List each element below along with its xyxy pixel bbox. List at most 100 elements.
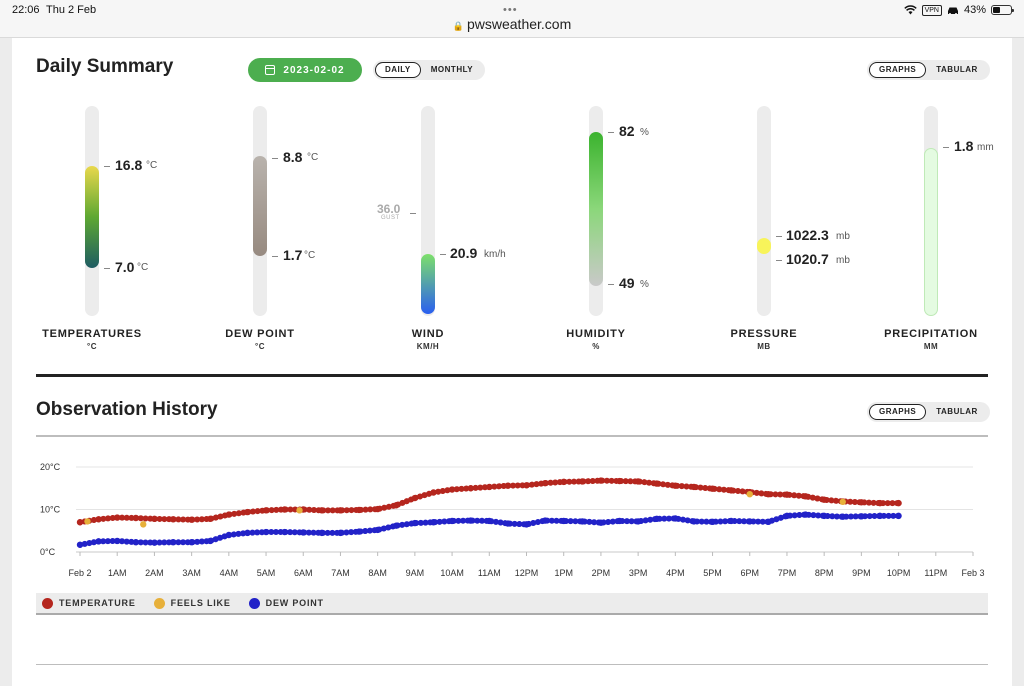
dew-point-point[interactable] <box>709 518 716 526</box>
dew-point-point[interactable] <box>523 521 530 528</box>
dew-point-point[interactable] <box>783 512 791 520</box>
temperature-point[interactable] <box>374 505 381 513</box>
dew-point-point[interactable] <box>820 512 828 520</box>
dew-point-point[interactable] <box>318 529 326 537</box>
dew-point-point[interactable] <box>616 517 623 525</box>
legend-dew-point[interactable]: DEW POINT <box>248 597 324 609</box>
temperature-point[interactable] <box>188 516 195 523</box>
temperature-point[interactable] <box>523 482 530 489</box>
temperature-point[interactable] <box>653 480 660 487</box>
dew-point-point[interactable] <box>802 511 809 518</box>
temperature-point[interactable] <box>318 507 326 514</box>
feels-like-point[interactable] <box>839 498 846 506</box>
temperature-point[interactable] <box>169 516 177 523</box>
temperature-point[interactable] <box>765 491 772 498</box>
observation-chart[interactable]: 0°C 10°C 20°C Feb 2 1AM 2AM 3AM 4AM 5AM 6AM 7AM 8A… <box>12 440 1012 590</box>
dew-point-point[interactable] <box>448 517 456 525</box>
temperature-point[interactable] <box>895 499 902 507</box>
dew-point-point[interactable] <box>430 519 437 526</box>
temperature-point[interactable] <box>225 511 233 518</box>
temperature-point[interactable] <box>430 489 437 496</box>
daily-tab[interactable]: DAILY <box>375 62 421 78</box>
temperature-point[interactable] <box>132 514 140 522</box>
temperature-point[interactable] <box>411 494 419 502</box>
temperature-point[interactable] <box>393 502 400 509</box>
temperature-point[interactable] <box>579 478 586 485</box>
dew-point-point[interactable] <box>765 518 772 526</box>
dew-point-point[interactable] <box>876 512 884 520</box>
dew-point-point[interactable] <box>393 522 400 529</box>
temperature-point[interactable] <box>541 479 549 487</box>
temperature-point[interactable] <box>244 508 251 516</box>
history-graphs-tab[interactable]: GRAPHS <box>869 404 927 420</box>
dew-point-point[interactable] <box>560 517 567 525</box>
address-bar[interactable]: 🔒 pwsweather.com <box>0 16 1024 32</box>
temperature-point[interactable] <box>467 485 474 492</box>
summary-tabular-tab[interactable]: TABULAR <box>936 65 978 74</box>
temperature-point[interactable] <box>95 516 102 523</box>
temperature-point[interactable] <box>560 478 567 486</box>
dew-point-point[interactable] <box>225 531 233 539</box>
feels-like-point[interactable] <box>84 518 91 525</box>
dew-point-point[interactable] <box>579 518 586 525</box>
dew-point-point[interactable] <box>337 529 344 537</box>
dew-point-point[interactable] <box>374 526 381 534</box>
legend-feels-like[interactable]: FEELS LIKE <box>153 597 231 609</box>
dew-point-point[interactable] <box>690 518 698 525</box>
feels-like-point[interactable] <box>746 491 753 498</box>
temperature-point[interactable] <box>207 515 214 523</box>
legend-temperature[interactable]: TEMPERATURE <box>42 597 136 609</box>
dew-point-point[interactable] <box>132 539 140 546</box>
temperature-point[interactable] <box>858 499 865 506</box>
dew-point-point[interactable] <box>672 515 679 522</box>
temperature-point[interactable] <box>76 519 84 526</box>
temperature-point[interactable] <box>486 483 493 491</box>
temperature-point[interactable] <box>616 477 623 485</box>
dew-point-point[interactable] <box>207 537 214 545</box>
feels-like-point[interactable] <box>140 521 147 528</box>
temperature-point[interactable] <box>690 483 698 491</box>
temperature-point[interactable] <box>783 491 791 498</box>
dew-point-point[interactable] <box>727 517 735 525</box>
history-tabular-tab[interactable]: TABULAR <box>936 407 978 416</box>
feels-like-point[interactable] <box>296 507 303 514</box>
dew-point-point[interactable] <box>262 528 270 536</box>
dew-point-point[interactable] <box>746 518 753 525</box>
dew-point-point[interactable] <box>355 528 363 535</box>
dew-point-point[interactable] <box>504 520 512 527</box>
temperature-point[interactable] <box>820 496 828 503</box>
temperature-point[interactable] <box>672 482 679 489</box>
temperature-point[interactable] <box>262 507 270 514</box>
temperature-point[interactable] <box>597 477 605 484</box>
dew-point-point[interactable] <box>244 529 251 537</box>
dew-point-point[interactable] <box>151 539 158 546</box>
date-picker-button[interactable]: 2023-02-02 <box>248 58 362 82</box>
dew-point-point[interactable] <box>300 529 307 536</box>
dew-point-point[interactable] <box>653 515 660 523</box>
temperature-point[interactable] <box>114 514 121 521</box>
summary-graphs-tab[interactable]: GRAPHS <box>869 62 927 78</box>
dew-point-point[interactable] <box>169 539 177 546</box>
temperature-point[interactable] <box>355 506 363 514</box>
dew-point-point[interactable] <box>634 518 642 525</box>
temperature-point[interactable] <box>151 515 158 523</box>
temperature-point[interactable] <box>448 486 456 493</box>
temperature-point[interactable] <box>802 493 809 500</box>
monthly-tab[interactable]: MONTHLY <box>430 65 474 74</box>
dew-point-point[interactable] <box>895 512 902 520</box>
dew-point-point[interactable] <box>541 517 549 524</box>
dew-point-point[interactable] <box>95 538 102 545</box>
temperature-point[interactable] <box>709 485 716 492</box>
dew-point-point[interactable] <box>597 519 605 526</box>
dew-point-point[interactable] <box>839 513 846 520</box>
temperature-point[interactable] <box>281 506 288 513</box>
dew-point-point[interactable] <box>858 513 865 520</box>
temperature-point[interactable] <box>634 478 642 485</box>
dew-point-point[interactable] <box>467 517 474 524</box>
dew-point-point[interactable] <box>411 519 419 527</box>
temperature-point[interactable] <box>504 482 512 489</box>
dew-point-point[interactable] <box>188 539 195 546</box>
dew-point-point[interactable] <box>76 541 84 548</box>
dew-point-point[interactable] <box>486 517 493 525</box>
dew-point-point[interactable] <box>114 537 121 545</box>
